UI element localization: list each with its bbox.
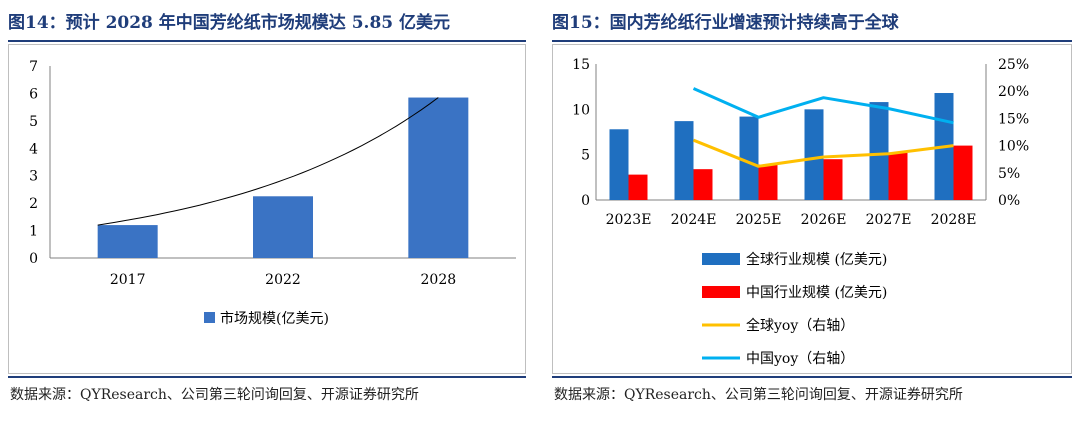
bar xyxy=(739,116,759,200)
left-y-tick-label: 10 xyxy=(572,102,590,118)
left-y-tick-label: 0 xyxy=(581,193,590,209)
x-tick-label: 2017 xyxy=(110,272,146,288)
bar xyxy=(823,159,843,200)
series-line xyxy=(692,87,954,125)
x-tick-label: 2024E xyxy=(671,212,717,228)
y-tick-label: 3 xyxy=(29,169,38,185)
right-title-rule xyxy=(552,40,1072,42)
y-tick-label: 4 xyxy=(29,141,38,157)
left-chart: 0 1 2 3 4 5 6 7 2017 2022 2028 市场规模(亿美元) xyxy=(8,44,526,374)
legend-label: 全球yoy（右轴） xyxy=(746,317,854,334)
right-source-rule xyxy=(552,376,1072,378)
x-tick-label: 2027E xyxy=(866,212,912,228)
bar xyxy=(674,121,694,200)
bar xyxy=(628,174,648,200)
bar xyxy=(758,164,778,200)
legend-label: 市场规模(亿美元) xyxy=(220,310,329,327)
legend-swatch xyxy=(204,312,215,323)
left-chart-title: 图14：预计 2028 年中国芳纶纸市场规模达 5.85 亿美元 xyxy=(8,13,451,33)
x-tick-label: 2028 xyxy=(421,272,457,288)
legend-swatch xyxy=(702,253,740,265)
bar xyxy=(609,129,629,200)
bar xyxy=(888,152,908,200)
y-tick-label: 0 xyxy=(29,251,38,267)
bar xyxy=(804,109,824,200)
legend-label: 中国yoy（右轴） xyxy=(746,351,854,367)
y-tick-label: 6 xyxy=(29,86,38,102)
x-tick-label: 2023E xyxy=(606,212,652,228)
bar xyxy=(693,169,713,200)
left-title-rule xyxy=(8,40,526,42)
y-tick-label: 7 xyxy=(29,59,38,75)
legend-label: 中国行业规模 (亿美元) xyxy=(746,285,887,301)
right-source-text: 数据来源：QYResearch、公司第三轮问询回复、开源证券研究所 xyxy=(554,387,963,403)
right-y-tick-label: 20% xyxy=(998,84,1029,100)
chart-frame xyxy=(8,44,526,374)
x-tick-label: 2028E xyxy=(931,212,977,228)
trendline xyxy=(97,97,439,226)
bar xyxy=(408,97,469,258)
x-tick-label: 2022 xyxy=(265,272,301,288)
bar xyxy=(953,145,973,200)
right-y-tick-label: 25% xyxy=(998,57,1029,73)
right-y-tick-label: 0% xyxy=(998,193,1020,209)
chart-frame xyxy=(552,44,1072,374)
x-tick-label: 2026E xyxy=(801,212,847,228)
legend-swatch xyxy=(702,286,740,298)
x-tick-label: 2025E xyxy=(736,212,782,228)
y-tick-label: 1 xyxy=(29,224,38,240)
legend-label: 全球行业规模 (亿美元) xyxy=(746,251,887,268)
left-y-tick-label: 5 xyxy=(581,148,590,164)
right-y-tick-label: 10% xyxy=(998,139,1029,155)
right-y-tick-label: 5% xyxy=(998,166,1020,182)
left-source-text: 数据来源：QYResearch、公司第三轮问询回复、开源证券研究所 xyxy=(10,387,419,403)
left-y-tick-label: 15 xyxy=(572,57,590,73)
bar xyxy=(253,196,313,258)
bar xyxy=(97,225,158,258)
left-source-rule xyxy=(8,376,526,378)
right-chart: 0 5 10 15 0% 5% 10% 15% 20% 25% 2023E 2024E 2025E 202… xyxy=(552,44,1072,374)
right-y-tick-label: 15% xyxy=(998,111,1029,127)
y-tick-label: 2 xyxy=(29,196,38,212)
y-tick-label: 5 xyxy=(29,114,38,130)
series-line xyxy=(692,138,954,168)
bar xyxy=(869,102,889,200)
right-chart-title: 图15：国内芳纶纸行业增速预计持续高于全球 xyxy=(552,13,899,33)
